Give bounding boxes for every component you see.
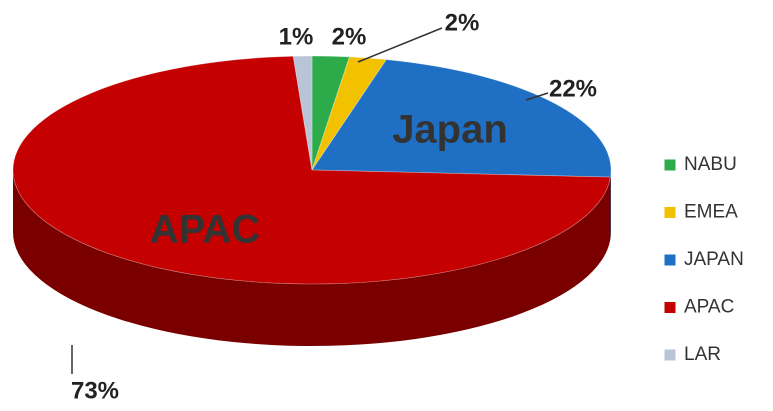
- data-label: 22%: [549, 75, 597, 102]
- legend-label: APAC: [684, 297, 734, 318]
- pie-sides: [13, 170, 611, 346]
- annotation: APAC: [150, 208, 260, 252]
- legend-swatch: [663, 206, 677, 219]
- data-label: 2%: [332, 23, 367, 50]
- legend-label: EMEA: [684, 202, 738, 223]
- pie-side: [610, 170, 611, 240]
- pie-tops: [12, 55, 612, 285]
- legend-label: NABU: [684, 154, 737, 175]
- legend: NABU EMEA JAPAN APAC LAR: [663, 154, 744, 365]
- legend-label: LAR: [684, 344, 721, 365]
- legend-swatch: [663, 158, 677, 172]
- legend-swatch: [663, 348, 677, 362]
- leader-line: [525, 92, 549, 101]
- legend-label: JAPAN: [684, 249, 744, 270]
- data-label: 2%: [445, 9, 480, 36]
- data-label: 73%: [71, 377, 119, 404]
- pie-slice: [311, 55, 351, 171]
- pie-slice: [12, 55, 611, 285]
- pie-side: [13, 170, 611, 346]
- data-label: 1%: [279, 23, 314, 50]
- legend-swatch: [663, 301, 677, 314]
- leader-line: [357, 27, 443, 63]
- legend-swatch: [663, 253, 677, 267]
- pie-slice: [292, 55, 313, 171]
- labels: 2% 2% 22% 73% 1% Japan APAC: [71, 9, 597, 404]
- annotation: Japan: [392, 108, 508, 152]
- pie-slice: [311, 59, 612, 178]
